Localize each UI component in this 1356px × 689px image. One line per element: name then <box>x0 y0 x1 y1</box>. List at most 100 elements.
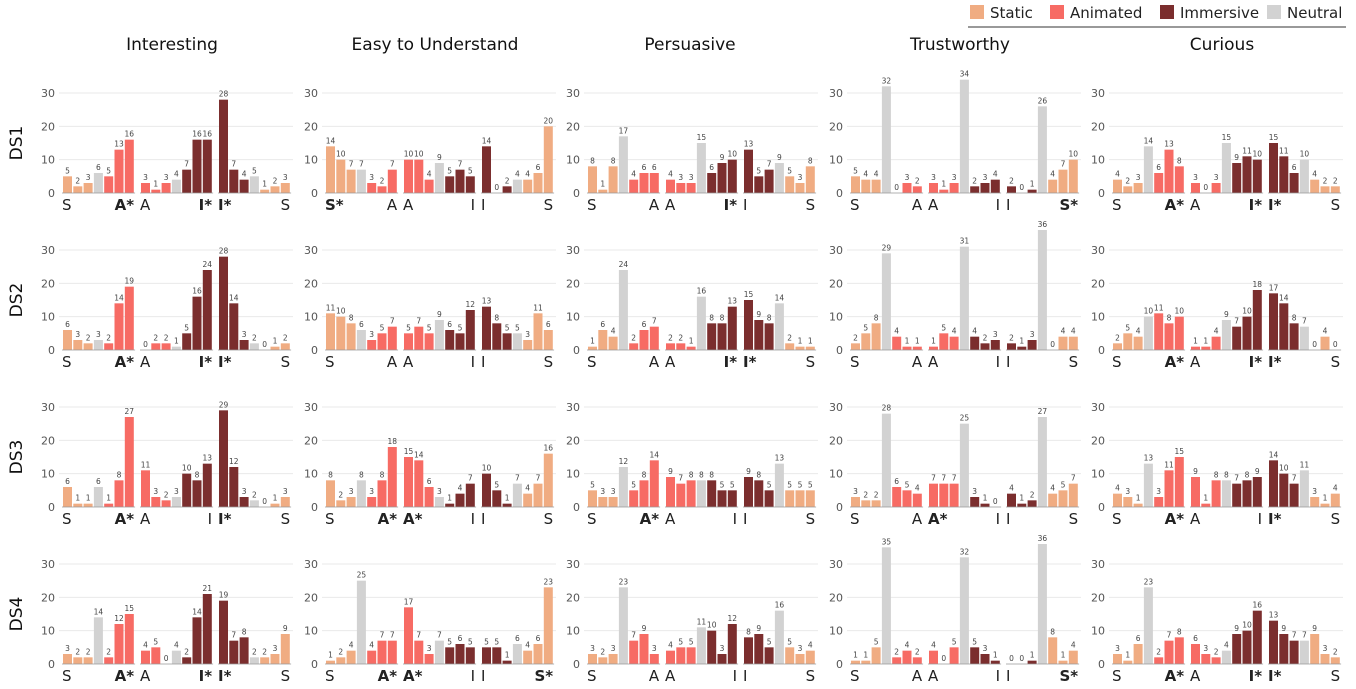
bar-value-label: 24 <box>203 260 213 269</box>
bar <box>959 423 969 507</box>
bar-value-label: 14 <box>1279 293 1289 302</box>
bar <box>1252 477 1262 507</box>
bar-value-label: 8 <box>590 156 595 165</box>
bar <box>1068 336 1078 350</box>
bar-value-label: 6 <box>709 163 714 172</box>
bar-value-label: 3 <box>993 330 998 339</box>
legend-swatch-neutral <box>1267 5 1281 19</box>
bar <box>970 186 980 193</box>
bar-value-label: 2 <box>380 176 385 185</box>
condition-tick-label: A <box>403 196 414 214</box>
bar <box>902 183 912 193</box>
bar <box>795 183 805 193</box>
legend-label-animated: Animated <box>1070 4 1142 22</box>
legend-label-immersive: Immersive <box>1180 4 1259 22</box>
bar <box>598 497 608 507</box>
bar-value-label: 5 <box>447 637 452 646</box>
bar <box>629 179 639 193</box>
bar-value-label: 1 <box>262 180 267 189</box>
bar-value-label: 8 <box>117 470 122 479</box>
bar <box>1191 346 1200 350</box>
condition-tick-label: S <box>1112 667 1122 685</box>
bar-value-label: 5 <box>427 323 432 332</box>
bar-value-label: 4 <box>1009 484 1014 493</box>
bar-value-label: 5 <box>106 166 111 175</box>
bar-value-label: 5 <box>380 323 385 332</box>
bar-value-label: 7 <box>1061 160 1066 169</box>
bar <box>1007 343 1016 350</box>
bar-value-label: 5 <box>798 480 803 489</box>
condition-tick-label: I <box>743 510 747 528</box>
condition-tick-label: A <box>140 667 151 685</box>
bar <box>1007 493 1016 507</box>
bar <box>929 650 938 664</box>
bar <box>270 654 280 664</box>
condition-tick-label: S* <box>1059 667 1078 685</box>
bar <box>377 640 387 664</box>
bar-value-label: 2 <box>86 333 91 342</box>
bar <box>1232 483 1242 507</box>
condition-tick-label: A* <box>403 510 423 528</box>
bar <box>861 660 871 664</box>
bar-value-label: 16 <box>192 287 202 296</box>
bar <box>104 503 114 507</box>
condition-tick-label: S <box>1112 353 1122 371</box>
bar-value-label: 5 <box>787 166 792 175</box>
bar-value-label: 18 <box>1253 280 1263 289</box>
bar-value-label: 2 <box>153 333 158 342</box>
bar-value-label: 1 <box>447 494 452 503</box>
bar-value-label: 6 <box>447 320 452 329</box>
bar-value-label: 7 <box>1292 474 1297 483</box>
bar <box>727 490 737 507</box>
bar <box>182 169 192 193</box>
bar-value-label: 4 <box>1224 641 1229 650</box>
y-tick-label: 10 <box>1091 625 1105 638</box>
bar <box>229 640 239 664</box>
bar-value-label: 9 <box>668 467 673 476</box>
bar-value-label: 27 <box>125 407 135 416</box>
bar <box>1279 303 1289 350</box>
bar-value-label: 6 <box>427 477 432 486</box>
bar-value-label: 7 <box>416 317 421 326</box>
bar <box>356 330 366 350</box>
bar-value-label: 12 <box>728 614 738 623</box>
bar <box>666 650 675 664</box>
bar-value-label: 7 <box>390 317 395 326</box>
bar <box>1242 480 1252 507</box>
bar-value-label: 7 <box>941 474 946 483</box>
bar <box>414 640 424 664</box>
bar <box>533 644 543 664</box>
column-title: Persuasive <box>644 35 735 55</box>
bar-value-label: 9 <box>1193 467 1198 476</box>
bar-value-label: 4 <box>1050 170 1055 179</box>
bar <box>404 159 413 193</box>
bar-value-label: 4 <box>1323 327 1328 336</box>
bar-value-label: 8 <box>349 313 354 322</box>
bar <box>1154 657 1164 664</box>
bar-value-label: 4 <box>668 170 673 179</box>
bar <box>805 346 815 350</box>
y-tick-label: 30 <box>304 558 318 571</box>
bar-value-label: 2 <box>1156 647 1161 656</box>
bar <box>202 594 212 664</box>
bar-value-label: 4 <box>631 170 636 179</box>
bar <box>192 480 202 507</box>
bar-value-label: 5 <box>730 480 735 489</box>
condition-tick-label: I* <box>1268 510 1282 528</box>
bar-value-label: 1 <box>153 180 158 189</box>
bar <box>929 483 938 507</box>
condition-tick-label: A <box>928 667 939 685</box>
condition-tick-label: I* <box>724 196 738 214</box>
bar <box>192 139 202 193</box>
condition-tick-label: A <box>912 667 923 685</box>
bar <box>666 343 675 350</box>
bar <box>851 497 860 507</box>
bar <box>260 189 270 193</box>
bar-value-label: 4 <box>931 641 936 650</box>
bar <box>696 627 706 664</box>
bar <box>414 326 424 350</box>
bar-value-label: 8 <box>195 470 200 479</box>
bar-value-label: 1 <box>808 337 813 346</box>
bar-value-label: 4 <box>1333 484 1338 493</box>
bar-value-label: 7 <box>231 160 236 169</box>
